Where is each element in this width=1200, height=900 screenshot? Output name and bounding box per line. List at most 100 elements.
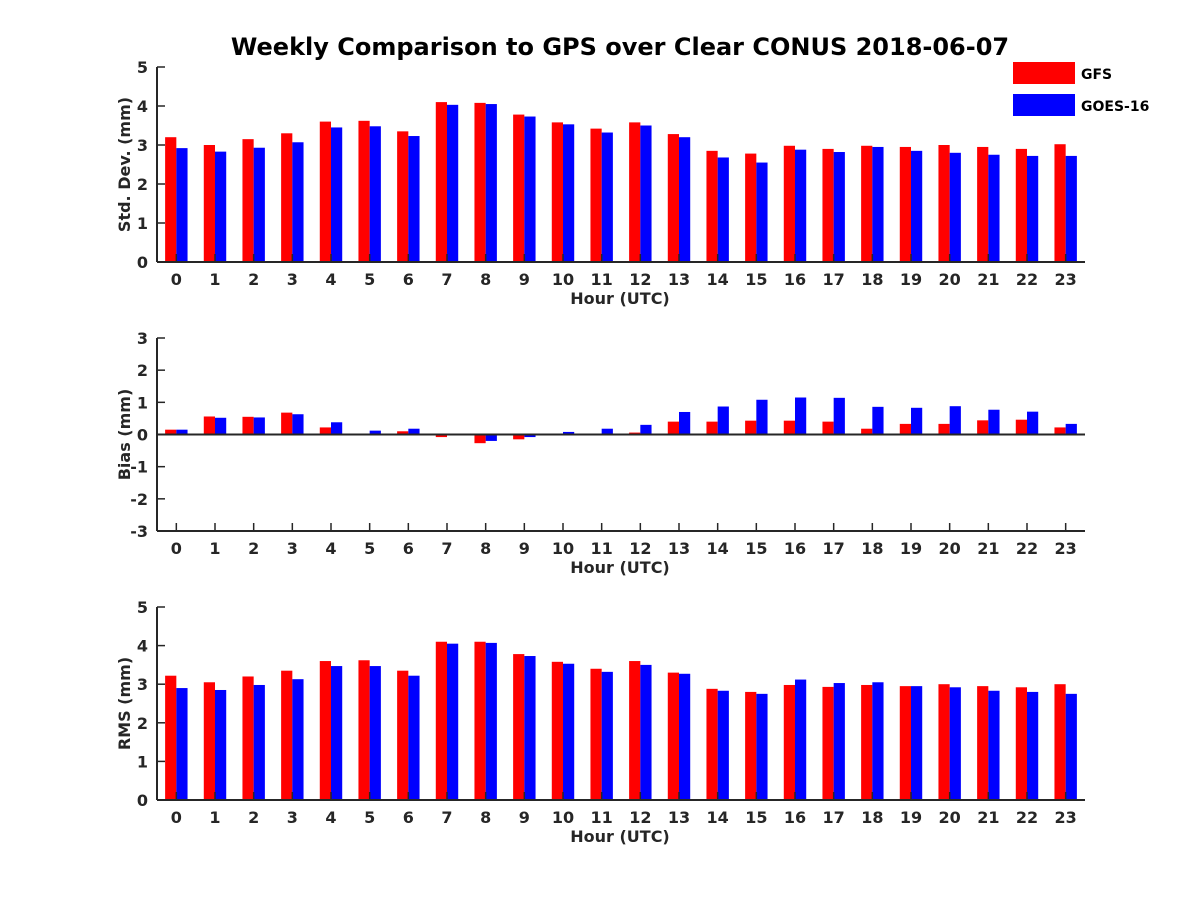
x-tick-label: 2 [248, 808, 259, 827]
bar-goes16 [331, 127, 343, 262]
y-axis-label: RMS (mm) [115, 657, 134, 750]
x-tick-label: 0 [171, 539, 182, 558]
bar-gfs [397, 670, 409, 800]
x-tick-label: 12 [629, 270, 651, 289]
bar-goes16 [292, 414, 304, 435]
x-axis-label: Hour (UTC) [570, 827, 670, 846]
x-tick-label: 20 [939, 270, 961, 289]
x-tick-label: 14 [707, 539, 729, 558]
bar-goes16 [292, 142, 304, 262]
y-tick-label: 1 [137, 393, 148, 412]
bar-gfs [1054, 684, 1066, 800]
y-tick-label: -3 [130, 522, 148, 541]
legend-swatch-goes16 [1013, 94, 1075, 116]
bar-goes16 [679, 411, 691, 435]
bar-goes16 [756, 399, 768, 435]
bar-goes16 [176, 429, 188, 435]
x-tick-label: 1 [209, 539, 220, 558]
bar-gfs [667, 134, 679, 262]
bar-gfs [1015, 419, 1027, 435]
bar-gfs [281, 133, 293, 262]
x-tick-label: 21 [977, 270, 999, 289]
x-tick-label: 20 [939, 808, 961, 827]
bar-gfs [358, 120, 370, 262]
bar-gfs [977, 686, 989, 800]
y-tick-label: 2 [137, 175, 148, 194]
bar-gfs [783, 145, 795, 262]
bar-gfs [203, 416, 215, 435]
bar-gfs [513, 654, 525, 800]
x-tick-label: 11 [591, 808, 613, 827]
bar-goes16 [949, 687, 961, 800]
bar-goes16 [949, 152, 961, 262]
chart-title: Weekly Comparison to GPS over Clear CONU… [231, 33, 1009, 61]
bar-gfs [938, 423, 950, 435]
x-tick-label: 19 [900, 808, 922, 827]
bar-gfs [203, 145, 215, 262]
bar-goes16 [756, 162, 768, 262]
x-tick-label: 12 [629, 539, 651, 558]
bar-goes16 [872, 682, 884, 800]
bar-gfs [861, 428, 873, 435]
x-tick-label: 16 [784, 270, 806, 289]
bar-goes16 [988, 409, 1000, 435]
x-tick-label: 7 [441, 270, 452, 289]
bar-goes16 [601, 132, 613, 262]
y-tick-label: -1 [130, 458, 148, 477]
y-tick-label: 3 [137, 675, 148, 694]
x-tick-label: 17 [823, 539, 845, 558]
x-tick-label: 6 [403, 270, 414, 289]
bar-gfs [938, 145, 950, 262]
x-tick-label: 13 [668, 808, 690, 827]
bar-goes16 [176, 688, 188, 800]
bar-goes16 [331, 666, 343, 800]
y-tick-label: 1 [137, 214, 148, 233]
bar-goes16 [911, 686, 923, 800]
bar-gfs [822, 148, 834, 262]
x-tick-label: 7 [441, 808, 452, 827]
x-tick-label: 23 [1055, 808, 1077, 827]
bar-goes16 [215, 417, 227, 435]
bar-goes16 [369, 666, 381, 800]
x-tick-label: 6 [403, 539, 414, 558]
bar-goes16 [176, 148, 188, 262]
x-tick-label: 16 [784, 539, 806, 558]
x-tick-label: 10 [552, 808, 574, 827]
y-tick-label: -2 [130, 490, 148, 509]
x-tick-label: 21 [977, 808, 999, 827]
bar-goes16 [215, 151, 227, 262]
x-tick-label: 9 [519, 539, 530, 558]
bar-goes16 [485, 434, 497, 441]
y-tick-label: 5 [137, 58, 148, 77]
x-tick-label: 5 [364, 539, 375, 558]
bar-gfs [938, 684, 950, 800]
bar-goes16 [408, 675, 420, 800]
bar-gfs [358, 660, 370, 800]
x-tick-label: 9 [519, 270, 530, 289]
bar-gfs [899, 146, 911, 262]
bar-goes16 [911, 150, 923, 262]
bar-gfs [513, 114, 525, 262]
bar-gfs [706, 421, 718, 435]
x-tick-label: 21 [977, 539, 999, 558]
bar-goes16 [717, 157, 729, 262]
bar-gfs [822, 421, 834, 435]
bar-goes16 [524, 116, 536, 262]
bar-goes16 [253, 417, 265, 435]
bar-goes16 [215, 689, 227, 800]
bar-gfs [281, 670, 293, 800]
bar-goes16 [717, 406, 729, 435]
bar-gfs [899, 423, 911, 435]
bar-goes16 [408, 428, 420, 435]
x-tick-label: 10 [552, 270, 574, 289]
x-tick-label: 9 [519, 808, 530, 827]
bar-goes16 [601, 428, 613, 435]
bar-gfs [165, 429, 177, 435]
bar-gfs [513, 434, 525, 440]
bar-gfs [397, 431, 409, 435]
x-tick-label: 7 [441, 539, 452, 558]
bar-gfs [899, 686, 911, 800]
